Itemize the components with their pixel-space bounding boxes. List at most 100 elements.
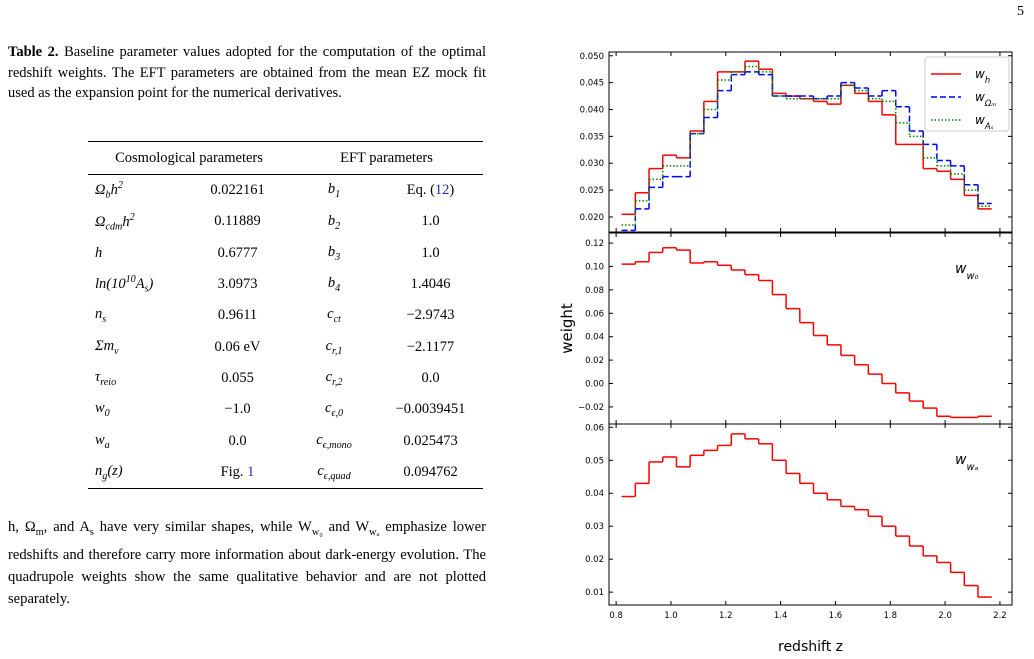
- panel-label: ww₀: [955, 261, 978, 282]
- text-run: c: [316, 431, 323, 448]
- table-cell: 1.0: [421, 244, 440, 261]
- table-cell: −0.0039451: [395, 401, 466, 418]
- step-riser: [634, 66, 979, 226]
- table-row: Σmν 0.06 eV cr,1 −2.1177: [88, 331, 483, 362]
- table-cell: cϵ,mono: [290, 425, 378, 456]
- y-tick-label: 0.030: [580, 159, 604, 169]
- table-cell: cϵ,quad: [290, 457, 378, 489]
- table-cell: ln(1010As): [88, 269, 185, 300]
- table-cell: ng(z): [88, 457, 185, 489]
- y-tick-label: 0.040: [580, 105, 604, 115]
- table-cell: cϵ,0: [290, 394, 378, 425]
- subscript: h: [985, 75, 990, 85]
- table-cell: b1: [290, 175, 378, 207]
- table-cell: −2.9743: [406, 307, 455, 324]
- text-run: ): [148, 276, 154, 292]
- text-run: c: [325, 337, 332, 354]
- legend-box: [924, 56, 1010, 132]
- legend-label: wAₛ: [975, 113, 994, 131]
- plot-frame: [608, 232, 1013, 425]
- y-tick-label: 0.01: [585, 588, 604, 598]
- y-tick-label: 0.045: [580, 79, 604, 89]
- table-cell: b2: [290, 206, 378, 237]
- body-paragraph: h, Ωm, and As have very similar shapes, …: [8, 516, 486, 610]
- text-run: h: [122, 213, 130, 230]
- panel-label: wwₐ: [955, 452, 978, 473]
- subscript: 4: [335, 282, 341, 294]
- text-run: w: [975, 67, 985, 81]
- table-cell: Σmν: [88, 331, 185, 362]
- table-cell: −1.0: [224, 401, 251, 418]
- text-run: have very similar shapes, while W: [93, 519, 312, 535]
- table-cell: τreio: [88, 363, 185, 394]
- reference-link: 12: [434, 182, 450, 199]
- text-run: n: [95, 462, 103, 479]
- plot-frame: [608, 423, 1013, 606]
- subscript: ν: [114, 345, 119, 357]
- superscript: 2: [129, 211, 135, 223]
- text-run: A: [135, 276, 145, 292]
- subscript: wₐ: [369, 526, 380, 538]
- subscript: ϵ,0: [331, 408, 344, 420]
- subscript: cdm: [105, 221, 123, 233]
- table-cell: cr,2: [290, 363, 378, 394]
- y-tick-label: 0.06: [585, 309, 604, 319]
- text-run: w: [975, 113, 985, 127]
- step-riser: [634, 433, 979, 598]
- y-tick-label: 0.12: [585, 239, 604, 249]
- text-run: , and A: [43, 519, 90, 535]
- y-tick-label: 0.10: [585, 262, 604, 272]
- text-run: τ: [95, 368, 101, 385]
- table-cell: 0.055: [221, 369, 254, 386]
- x-tick-label: 1.8: [884, 611, 898, 621]
- text-run: emphasize lower redshifts and therefore …: [8, 519, 486, 607]
- chart: 0.0200.0250.0300.0350.0400.0450.050whwΩₘ…: [558, 51, 1013, 655]
- subscript: 0: [104, 408, 110, 420]
- header-row: Cosmological parameters EFT parameters: [88, 141, 483, 175]
- text-run: Ω: [95, 213, 106, 230]
- subscript: s: [144, 283, 149, 295]
- y-tick-label: 0.02: [585, 356, 604, 366]
- table-cell: b3: [290, 238, 378, 269]
- y-tick-label: 0.06: [585, 423, 604, 433]
- subscript: reio: [100, 376, 117, 388]
- text-run: c: [325, 368, 332, 385]
- subscript: g: [102, 470, 108, 482]
- legend-label: wh: [975, 67, 990, 85]
- caption-text: Baseline parameter values adopted for th…: [8, 44, 487, 101]
- y-tick-label: −0.02: [578, 403, 604, 413]
- table-row: h 0.6777 b3 1.0: [88, 238, 483, 269]
- text-run: Eq. (: [406, 182, 435, 199]
- table-cell: cct: [290, 300, 378, 331]
- text-run: and W: [322, 519, 370, 535]
- legend-label: wΩₘ: [975, 90, 996, 108]
- table-cell: Eq. (12): [378, 175, 483, 207]
- text-run: w: [955, 261, 967, 277]
- table-cell: b4: [290, 269, 378, 300]
- y-tick-label: 0.05: [585, 456, 604, 466]
- table-cell: −2.1177: [406, 338, 455, 355]
- x-axis-label: redshift z: [778, 639, 843, 655]
- step-riser: [634, 247, 979, 418]
- text-run: c: [324, 400, 332, 417]
- table-cell: 0.0: [421, 369, 440, 386]
- header-cell: Cosmological parameters: [88, 141, 290, 175]
- y-tick-label: 0.035: [580, 132, 604, 142]
- table-cell: w0: [88, 394, 185, 425]
- text-run: n: [95, 306, 103, 323]
- table-cell: 0.6777: [217, 244, 258, 261]
- y-tick-label: 0.04: [585, 333, 604, 343]
- header-cell: EFT parameters: [290, 141, 483, 175]
- superscript: 10: [125, 274, 136, 286]
- table-cell: 1.0: [421, 213, 440, 230]
- table-cell: h: [95, 244, 103, 261]
- table-row: w0 −1.0 cϵ,0 −0.0039451: [88, 394, 483, 425]
- x-tick-label: 1.4: [774, 611, 788, 621]
- table-cell: Ωcdmh2: [88, 206, 185, 237]
- superscript: 2: [117, 180, 123, 192]
- y-tick-label: 0.03: [585, 522, 604, 532]
- text-run: Σm: [95, 337, 115, 354]
- text-run: w: [975, 90, 985, 104]
- table-cell: 0.094762: [403, 463, 458, 480]
- y-tick-label: 0.025: [580, 186, 604, 196]
